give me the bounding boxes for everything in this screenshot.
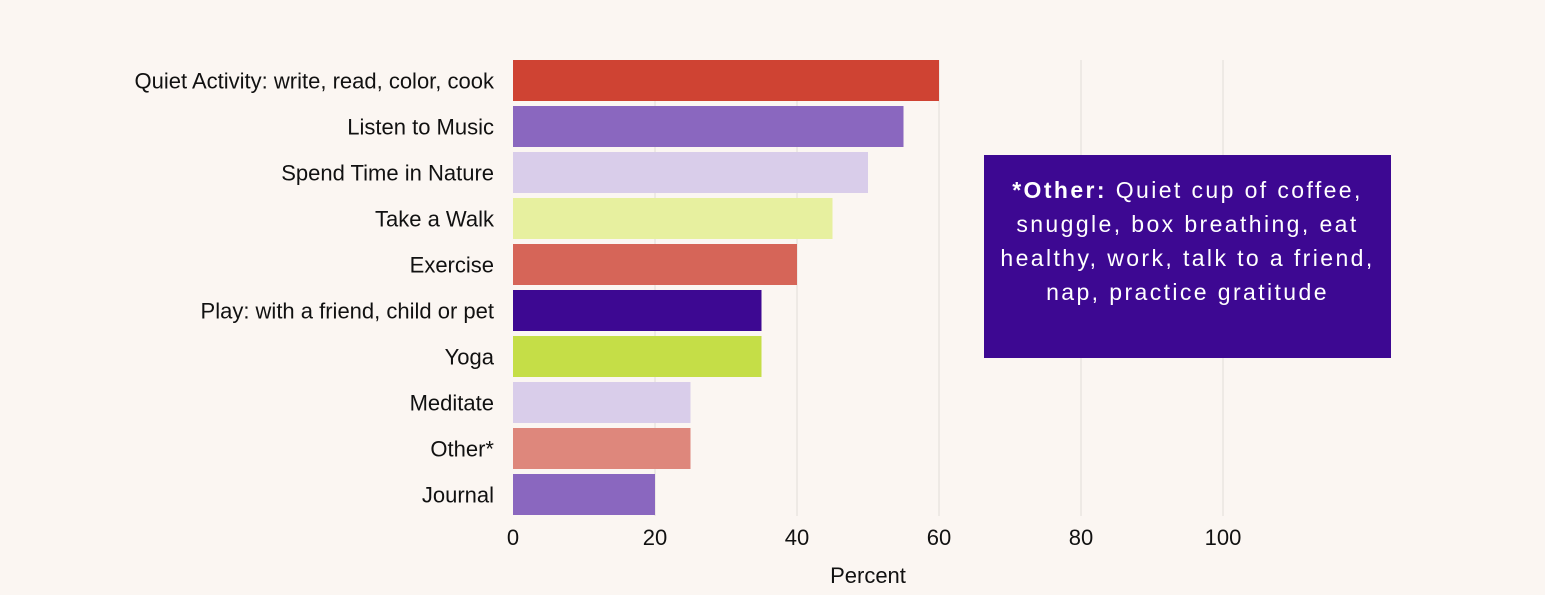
bar-7 <box>513 336 762 377</box>
x-tick-labels: 0 20 40 60 80 100 <box>507 525 1241 550</box>
category-labels: Quiet Activity: write, read, color, cook… <box>135 69 495 508</box>
bar-10 <box>513 474 655 515</box>
bar-8 <box>513 382 691 423</box>
category-label-9: Other* <box>430 437 494 462</box>
bar-2 <box>513 106 904 147</box>
x-tick-label-80: 80 <box>1069 525 1093 550</box>
bar-4 <box>513 198 833 239</box>
x-tick-label-100: 100 <box>1205 525 1242 550</box>
category-label-2: Listen to Music <box>347 115 494 140</box>
bar-9 <box>513 428 691 469</box>
category-label-3: Spend Time in Nature <box>281 161 494 186</box>
category-label-10: Journal <box>422 483 494 508</box>
bar-1 <box>513 60 939 101</box>
x-tick-label-20: 20 <box>643 525 667 550</box>
bar-3 <box>513 152 868 193</box>
x-tick-label-0: 0 <box>507 525 519 550</box>
x-tick-label-40: 40 <box>785 525 809 550</box>
category-label-1: Quiet Activity: write, read, color, cook <box>135 69 495 94</box>
category-label-6: Play: with a friend, child or pet <box>201 299 494 324</box>
x-axis-title: Percent <box>830 563 906 588</box>
annotation-lead: *Other: <box>1012 177 1107 203</box>
bar-6 <box>513 290 762 331</box>
bar-5 <box>513 244 797 285</box>
category-label-7: Yoga <box>445 345 495 370</box>
bars <box>513 60 939 515</box>
category-label-8: Meditate <box>410 391 494 416</box>
x-tick-label-60: 60 <box>927 525 951 550</box>
annotation-text: Quiet cup of coffee, snuggle, box breath… <box>1000 177 1375 305</box>
category-label-4: Take a Walk <box>375 207 495 232</box>
other-annotation-box: *Other: Quiet cup of coffee, snuggle, bo… <box>984 155 1391 358</box>
category-label-5: Exercise <box>410 253 494 278</box>
